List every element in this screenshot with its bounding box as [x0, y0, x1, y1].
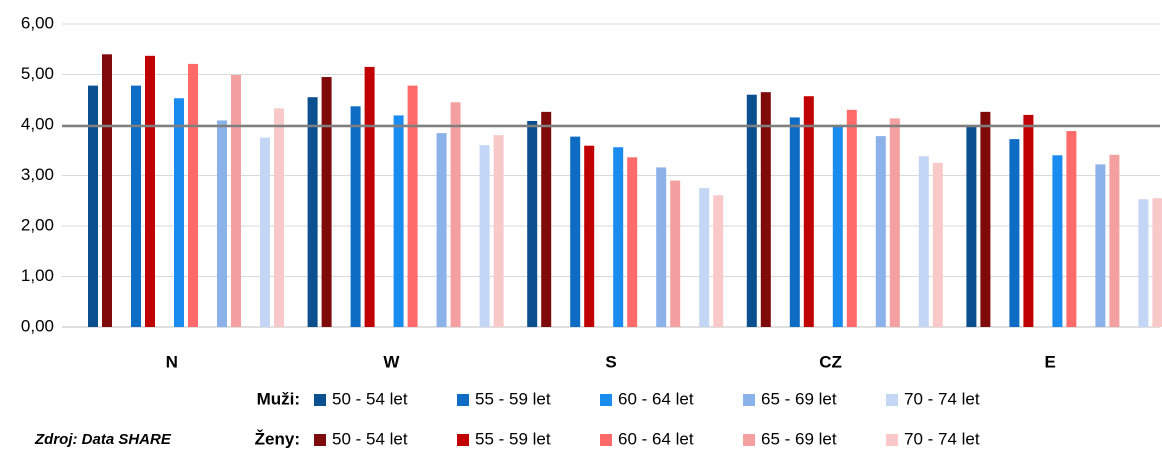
bar	[832, 125, 843, 327]
bar	[1152, 198, 1162, 327]
legend-label: 50 - 54 let	[332, 389, 408, 408]
legend-group-label: Muži:	[257, 389, 300, 408]
bar	[789, 117, 800, 327]
bar	[493, 135, 504, 327]
bar	[231, 75, 241, 327]
bar	[188, 63, 198, 328]
bar	[713, 195, 724, 327]
bar	[307, 97, 318, 327]
bar	[145, 55, 155, 327]
bar	[393, 115, 404, 327]
x-tick-label: S	[605, 352, 616, 371]
legend-swatch	[743, 394, 755, 406]
bar	[131, 85, 141, 327]
x-tick-label: CZ	[819, 352, 842, 371]
bar	[889, 118, 900, 327]
bar	[803, 96, 814, 327]
legend-group-label: Ženy:	[255, 429, 300, 448]
legend-swatch	[314, 434, 326, 446]
bar	[217, 120, 227, 327]
legend-label: 60 - 64 let	[618, 389, 694, 408]
y-tick-label: 3,00	[21, 165, 54, 184]
legend-swatch	[886, 434, 898, 446]
bar	[670, 180, 681, 327]
bar	[479, 145, 490, 327]
bar	[918, 156, 929, 327]
legend-swatch	[457, 394, 469, 406]
bar	[102, 54, 112, 328]
legend-label: 60 - 64 let	[618, 429, 694, 448]
bar	[875, 136, 886, 327]
bar	[350, 106, 361, 327]
legend-swatch	[457, 434, 469, 446]
legend-swatch	[600, 394, 612, 406]
bar	[966, 126, 977, 327]
bar	[541, 111, 552, 328]
legend-swatch	[886, 394, 898, 406]
legend-swatch	[743, 434, 755, 446]
bar	[364, 66, 375, 328]
bar	[746, 94, 757, 327]
bar	[656, 167, 667, 327]
bar	[1052, 155, 1063, 327]
bar	[627, 157, 638, 327]
source-note: Zdroj: Data SHARE	[34, 431, 172, 448]
y-tick-label: 4,00	[21, 114, 54, 133]
bar	[584, 145, 595, 327]
bar	[1095, 164, 1106, 327]
bar	[1066, 131, 1077, 327]
legend-label: 70 - 74 let	[904, 429, 980, 448]
x-tick-label: W	[383, 352, 400, 371]
bar	[570, 136, 581, 327]
bar	[527, 120, 538, 328]
y-tick-label: 5,00	[21, 64, 54, 83]
bar	[1009, 139, 1020, 327]
bar	[1109, 154, 1120, 327]
y-tick-label: 6,00	[21, 13, 54, 32]
legend-label: 65 - 69 let	[761, 389, 837, 408]
y-tick-label: 1,00	[21, 266, 54, 285]
legend-label: 70 - 74 let	[904, 389, 980, 408]
bar	[450, 102, 461, 328]
y-tick-label: 2,00	[21, 215, 54, 234]
x-tick-label: N	[166, 352, 178, 371]
legend-label: 65 - 69 let	[761, 429, 837, 448]
bar	[436, 133, 447, 327]
legend-swatch	[314, 394, 326, 406]
bar	[407, 85, 418, 327]
bar	[699, 188, 710, 327]
legend-swatch	[600, 434, 612, 446]
bar	[1138, 199, 1149, 327]
bar	[1023, 114, 1034, 328]
bar	[980, 111, 991, 328]
bar	[613, 147, 624, 327]
y-tick-label: 0,00	[21, 316, 54, 335]
bar	[174, 98, 184, 327]
x-tick-label: E	[1045, 352, 1056, 371]
legend-label: 55 - 59 let	[475, 389, 551, 408]
bar	[274, 108, 284, 328]
bar	[321, 77, 332, 328]
legend-label: 50 - 54 let	[332, 429, 408, 448]
bar	[260, 137, 270, 327]
bar	[932, 162, 943, 327]
bar	[846, 109, 857, 327]
legend-label: 55 - 59 let	[475, 429, 551, 448]
bar	[88, 85, 98, 327]
bar	[760, 92, 771, 327]
